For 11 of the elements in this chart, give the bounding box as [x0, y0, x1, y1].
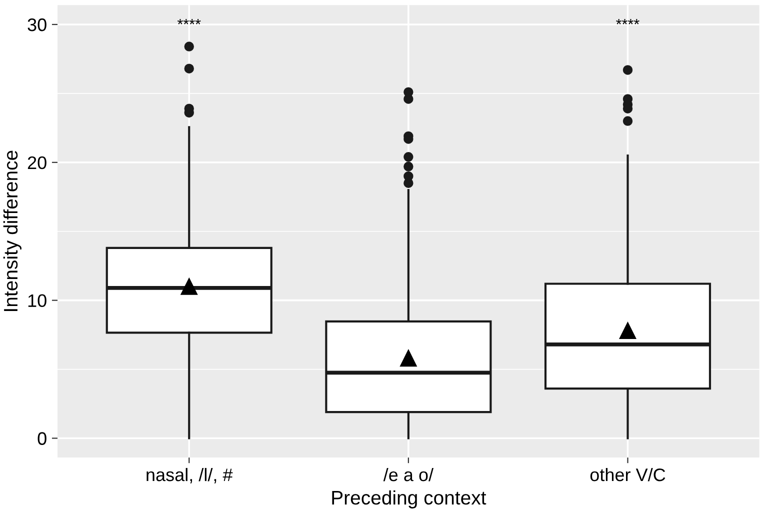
- y-axis-title: Intensity difference: [3, 150, 22, 311]
- y-tick-label: 10: [28, 294, 46, 308]
- annotation: ****: [616, 18, 640, 24]
- y-tick-label: 30: [28, 18, 46, 32]
- annotation: ****: [177, 18, 201, 24]
- x-tick-label: nasal, /l/, #: [146, 468, 233, 484]
- y-tick-label: 0: [38, 432, 46, 445]
- x-axis-title: Preceding context: [332, 490, 486, 508]
- x-tick-label: other V/C: [590, 468, 666, 482]
- y-tick-label: 20: [28, 156, 46, 170]
- x-tick-label: /e a o/: [383, 468, 434, 482]
